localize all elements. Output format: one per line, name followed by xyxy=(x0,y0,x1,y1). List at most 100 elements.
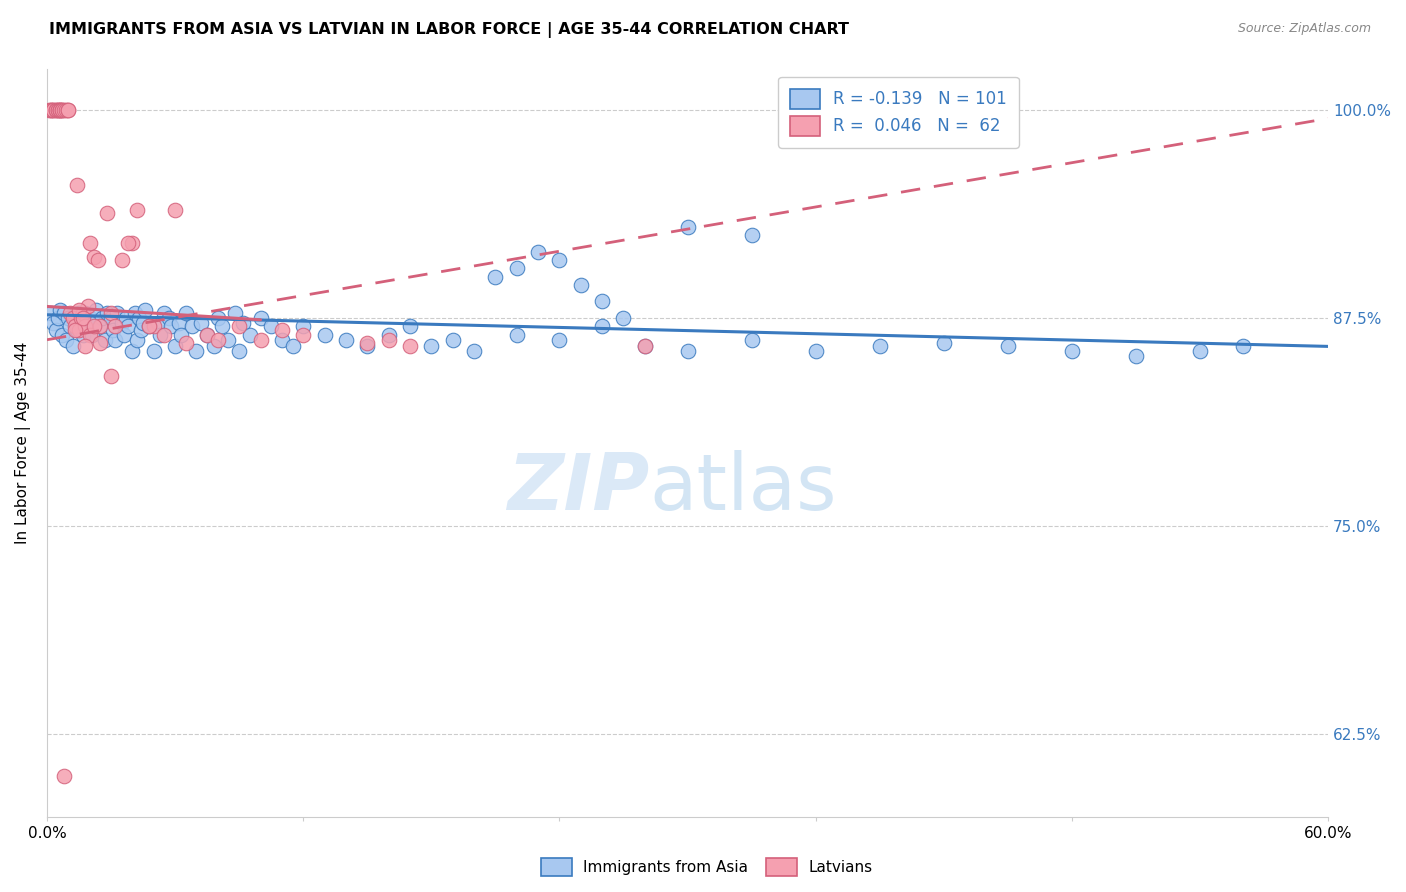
Point xyxy=(63,311,86,326)
Point xyxy=(115,311,138,326)
Point xyxy=(53,103,76,117)
Point xyxy=(111,252,134,267)
Point xyxy=(335,333,357,347)
Text: Latvians: Latvians xyxy=(808,860,873,874)
Point xyxy=(591,294,613,309)
Point xyxy=(58,103,80,117)
Point xyxy=(506,327,529,342)
Point xyxy=(207,311,229,326)
Point xyxy=(55,103,77,117)
Point xyxy=(53,769,76,783)
Point xyxy=(62,311,84,326)
Point xyxy=(228,344,250,359)
Point xyxy=(76,319,98,334)
Point xyxy=(89,336,111,351)
Point xyxy=(53,306,76,320)
Point xyxy=(89,319,111,334)
Point xyxy=(741,227,763,242)
Point xyxy=(39,103,62,117)
Point xyxy=(125,333,148,347)
Point xyxy=(157,311,180,326)
Point xyxy=(202,339,225,353)
Point xyxy=(49,103,72,117)
Point xyxy=(270,323,292,337)
Point xyxy=(44,103,66,117)
Point xyxy=(72,327,94,342)
Point xyxy=(58,103,80,117)
Point xyxy=(399,339,422,353)
Point xyxy=(104,319,127,334)
Point xyxy=(83,250,105,264)
Text: atlas: atlas xyxy=(650,450,837,525)
Point xyxy=(83,316,105,330)
Point xyxy=(463,344,485,359)
Point xyxy=(125,202,148,217)
Point xyxy=(129,323,152,337)
Point xyxy=(207,333,229,347)
Point xyxy=(63,323,86,337)
Point xyxy=(228,319,250,334)
Text: IMMIGRANTS FROM ASIA VS LATVIAN IN LABOR FORCE | AGE 35-44 CORRELATION CHART: IMMIGRANTS FROM ASIA VS LATVIAN IN LABOR… xyxy=(49,22,849,38)
Point xyxy=(138,319,160,334)
Point xyxy=(96,206,118,220)
Point xyxy=(232,316,254,330)
Point xyxy=(46,103,69,117)
Point xyxy=(174,306,197,320)
Point xyxy=(506,261,529,276)
Point xyxy=(117,236,139,251)
Point xyxy=(153,306,176,320)
Point xyxy=(217,333,239,347)
Point xyxy=(314,327,336,342)
Point xyxy=(1125,350,1147,364)
Point xyxy=(107,306,129,320)
Point xyxy=(591,319,613,334)
Point xyxy=(101,323,124,337)
Point xyxy=(195,327,218,342)
Point xyxy=(70,311,93,326)
Point xyxy=(1060,344,1083,359)
Point xyxy=(186,344,208,359)
Point xyxy=(100,311,122,326)
Point xyxy=(79,311,101,326)
Point xyxy=(399,319,422,334)
Point xyxy=(89,319,111,334)
Point xyxy=(128,311,150,326)
Point xyxy=(527,244,550,259)
Point xyxy=(170,327,193,342)
Point xyxy=(142,344,165,359)
Point xyxy=(174,336,197,351)
Point xyxy=(87,252,110,267)
Legend: R = -0.139   N = 101, R =  0.046   N =  62: R = -0.139 N = 101, R = 0.046 N = 62 xyxy=(779,77,1019,147)
Text: Source: ZipAtlas.com: Source: ZipAtlas.com xyxy=(1237,22,1371,36)
Point xyxy=(169,316,191,330)
Point xyxy=(190,316,212,330)
Point xyxy=(80,327,103,342)
Point xyxy=(1232,339,1254,353)
Point xyxy=(676,219,699,234)
Point xyxy=(112,327,135,342)
Point xyxy=(741,333,763,347)
Point xyxy=(76,300,98,314)
Point xyxy=(100,369,122,384)
Point xyxy=(159,319,181,334)
Point xyxy=(75,306,97,320)
Point xyxy=(66,323,89,337)
Point xyxy=(420,339,443,353)
Point xyxy=(91,311,114,326)
Point xyxy=(75,319,97,334)
Point xyxy=(42,316,65,330)
Point xyxy=(377,333,399,347)
Point xyxy=(634,339,657,353)
Point xyxy=(146,316,169,330)
Point xyxy=(58,311,80,326)
Point xyxy=(142,319,165,334)
Point xyxy=(249,333,271,347)
Point xyxy=(51,103,73,117)
Point xyxy=(49,302,72,317)
Point xyxy=(132,316,155,330)
Point xyxy=(42,103,65,117)
Point xyxy=(249,311,271,326)
Point xyxy=(441,333,464,347)
Y-axis label: In Labor Force | Age 35-44: In Labor Force | Age 35-44 xyxy=(15,342,31,544)
Point xyxy=(138,319,160,334)
